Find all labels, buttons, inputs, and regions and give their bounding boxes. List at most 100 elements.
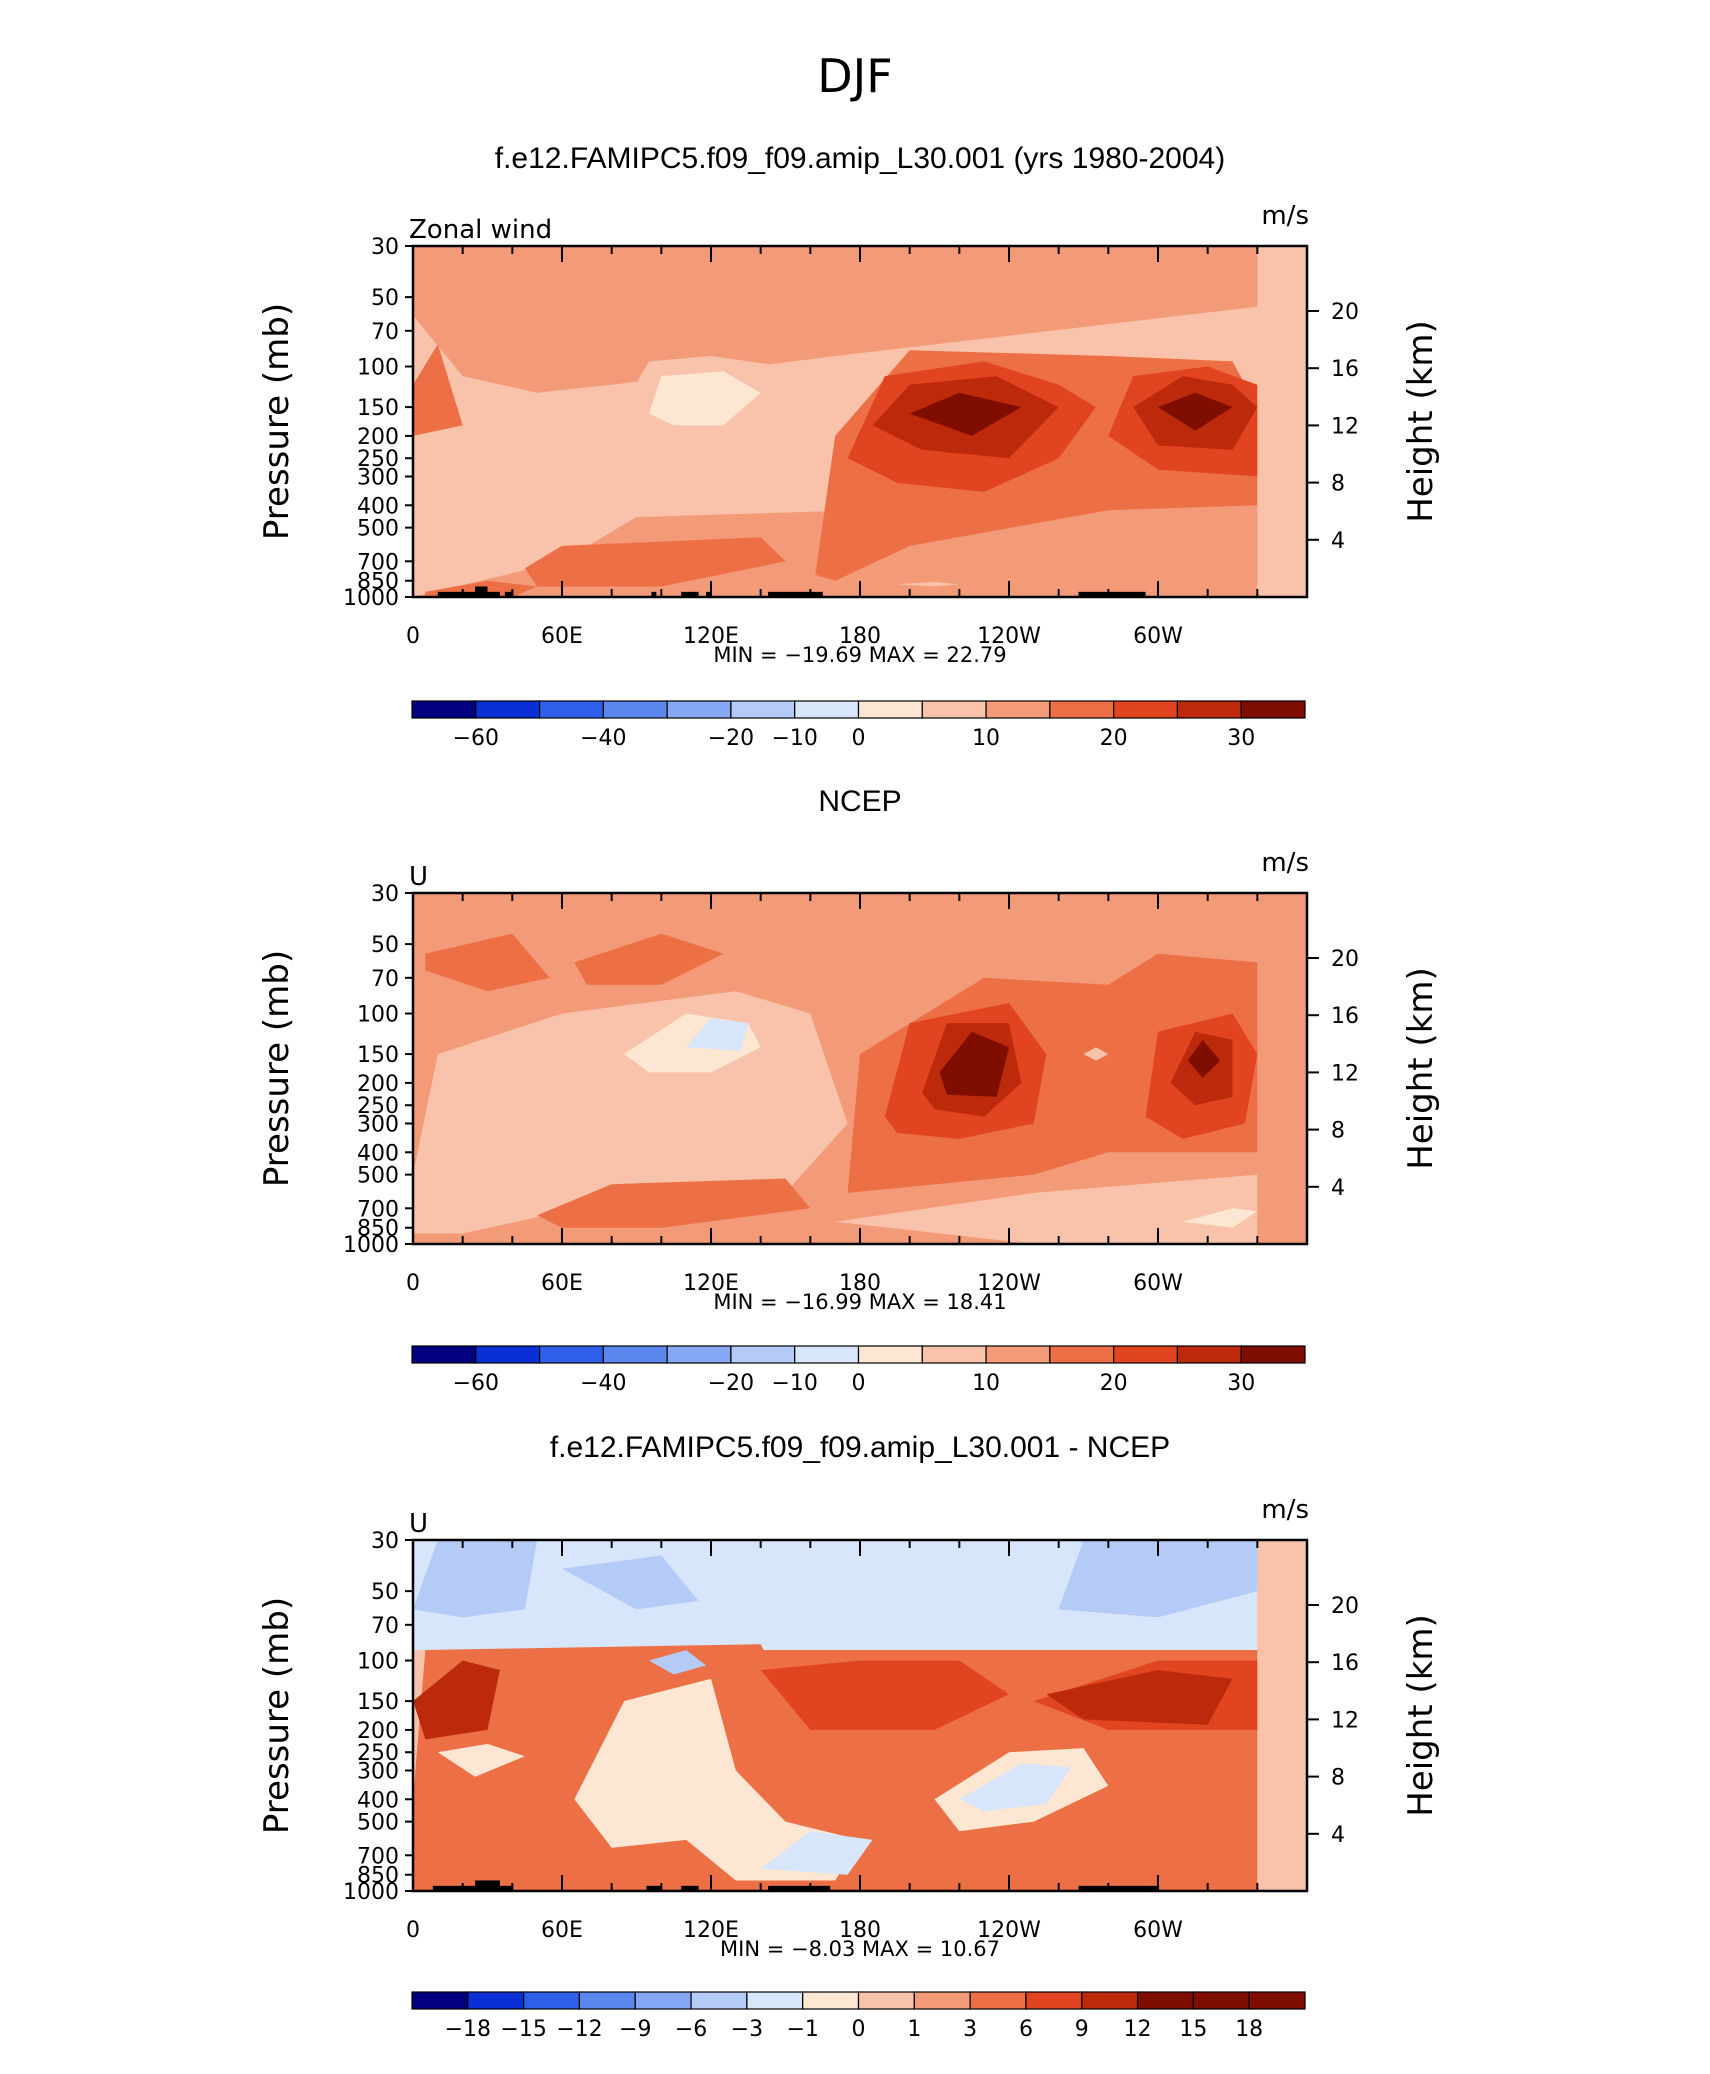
colorbar-label: 12 (1124, 2017, 1152, 2042)
left-label: Zonal wind (409, 215, 552, 245)
y-right-tick-label: 4 (1331, 1823, 1345, 1848)
x-tick-label: 120W (977, 624, 1041, 649)
colorbar-swatch (666, 1345, 732, 1364)
y-tick-label: 50 (371, 286, 399, 311)
colorbar-label: 3 (963, 2017, 977, 2042)
topography (768, 1885, 831, 1891)
colorbar-swatch (1240, 700, 1306, 719)
colorbar-label: 30 (1227, 726, 1255, 751)
colorbar-label: −1 (786, 2017, 818, 2042)
panel-title: f.e12.FAMIPC5.f09_f09.amip_L30.001 (yrs … (495, 142, 1225, 175)
contour-region (1187, 1039, 1221, 1078)
colorbar-label: 6 (1019, 2017, 1033, 2042)
colorbar-label: 30 (1227, 1371, 1255, 1396)
colorbar-swatch (1248, 1991, 1306, 2010)
colorbar-label: −20 (708, 1371, 754, 1396)
x-tick-label: 120E (683, 624, 739, 649)
colorbar-swatch (969, 1991, 1027, 2010)
y-right-axis-label: Height (km) (1401, 967, 1441, 1170)
x-tick-label: 120W (977, 1271, 1041, 1296)
colorbar-swatch (1049, 1345, 1115, 1364)
x-tick-label: 0 (406, 1918, 420, 1943)
contour-region (574, 933, 724, 985)
contour-region (946, 400, 1009, 417)
topography (681, 591, 699, 597)
y-tick-label: 50 (371, 933, 399, 958)
contour-region (413, 246, 1258, 393)
figure-title: DJF (817, 49, 892, 103)
y-tick-label: 850 (357, 570, 399, 595)
y-right-axis-label: Height (km) (1401, 320, 1441, 523)
colorbar-swatch (1081, 1991, 1139, 2010)
colorbar-swatch (578, 1991, 636, 2010)
colorbar-swatch (857, 1345, 923, 1364)
y-right-tick-label: 4 (1331, 1176, 1345, 1201)
y-tick-label: 500 (357, 517, 399, 542)
contour-region (648, 371, 761, 426)
y-tick-label: 150 (357, 1690, 399, 1715)
colorbar-swatch (538, 700, 604, 719)
y-tick-label: 70 (371, 967, 399, 992)
colorbar-label: 0 (852, 2017, 866, 2042)
contour-region (835, 1174, 1258, 1244)
colorbar-label: −18 (445, 2017, 491, 2042)
colorbar-swatch (802, 1991, 860, 2010)
colorbar-swatch (730, 1345, 796, 1364)
contour-region (939, 1031, 1009, 1097)
y-axis-label: Pressure (mb) (257, 303, 297, 540)
y-tick-label: 1000 (343, 1233, 399, 1258)
colorbar-swatch (467, 1991, 525, 2010)
colorbar-swatch (1025, 1991, 1083, 2010)
x-tick-label: 0 (406, 624, 420, 649)
colorbar-swatch (602, 700, 668, 719)
colorbar-swatch (921, 700, 987, 719)
contour-region (1158, 392, 1233, 431)
contour-region (760, 1660, 1009, 1730)
colorbar-swatch (602, 1345, 668, 1364)
topography (706, 591, 711, 597)
min-max-stats: MIN = −16.99 MAX = 18.41 (713, 1290, 1006, 1314)
x-tick-label: 60W (1133, 1271, 1183, 1296)
contour-region (1182, 400, 1223, 414)
min-max-stats: MIN = −8.03 MAX = 10.67 (720, 1937, 1000, 1961)
left-label: U (409, 1509, 428, 1539)
colorbar-swatch (1049, 700, 1115, 719)
y-tick-label: 500 (357, 1811, 399, 1836)
colorbar-swatch (1136, 1991, 1194, 2010)
colorbar-swatch (857, 700, 923, 719)
contour-region (413, 344, 463, 436)
contour-region (959, 1763, 1072, 1812)
y-tick-label: 1000 (343, 586, 399, 611)
x-tick-label: 180 (839, 1918, 881, 1943)
colorbar-swatch (1176, 1345, 1242, 1364)
x-tick-label: 180 (839, 624, 881, 649)
y-tick-label: 30 (371, 1529, 399, 1554)
y-axis-label: Pressure (mb) (257, 950, 297, 1187)
colorbar-label: −40 (580, 1371, 626, 1396)
y-tick-label: 100 (357, 356, 399, 381)
colorbar-label: 9 (1075, 2017, 1089, 2042)
panel-3: f.e12.FAMIPC5.f09_f09.amip_L30.001 - NCE… (257, 1431, 1441, 2042)
y-tick-label: 700 (357, 550, 399, 575)
y-right-tick-label: 12 (1331, 1061, 1359, 1086)
y-tick-label: 500 (357, 1164, 399, 1189)
colorbar-swatch (666, 700, 732, 719)
y-right-tick-label: 8 (1331, 472, 1345, 497)
y-right-tick-label: 12 (1331, 1708, 1359, 1733)
y-right-tick-label: 8 (1331, 1119, 1345, 1144)
colorbar-swatch (1240, 1345, 1306, 1364)
colorbar-label: −9 (619, 2017, 651, 2042)
colorbar-label: 15 (1179, 2017, 1207, 2042)
y-right-axis-label: Height (km) (1401, 1614, 1441, 1817)
colorbar-swatch (690, 1991, 748, 2010)
colorbar-label: −6 (675, 2017, 707, 2042)
topography (646, 1885, 662, 1891)
y-tick-label: 400 (357, 494, 399, 519)
contour-region (648, 1650, 706, 1675)
panel-1: f.e12.FAMIPC5.f09_f09.amip_L30.001 (yrs … (257, 142, 1441, 751)
y-tick-label: 300 (357, 465, 399, 490)
panel-title: f.e12.FAMIPC5.f09_f09.amip_L30.001 - NCE… (550, 1431, 1170, 1464)
y-right-tick-label: 12 (1331, 414, 1359, 439)
